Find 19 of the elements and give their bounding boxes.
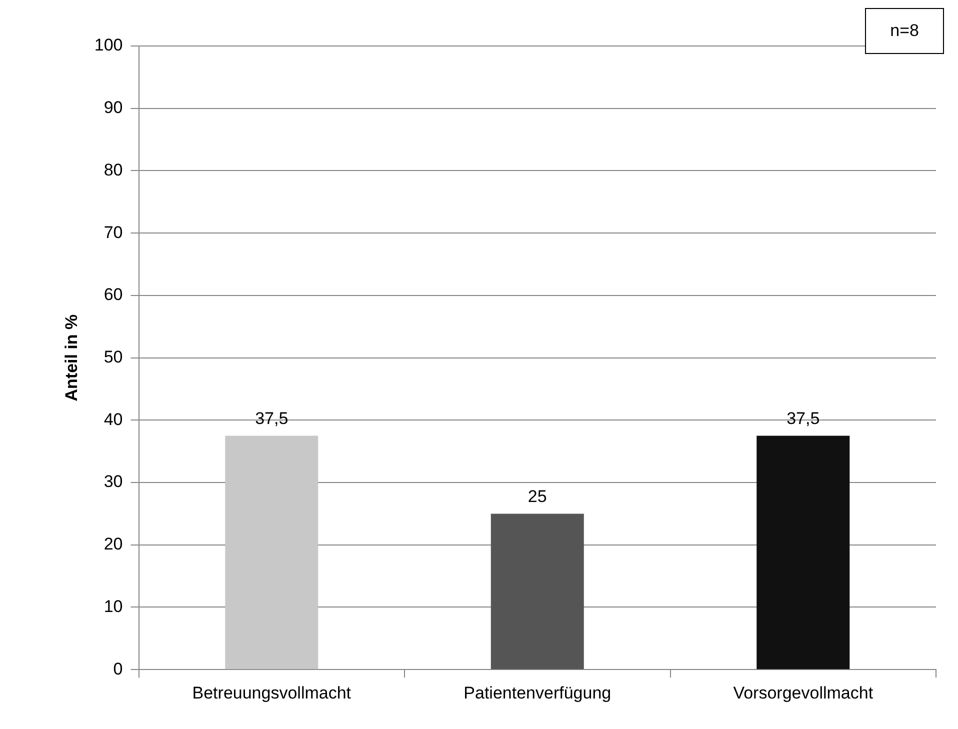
- data-label: 25: [528, 486, 547, 506]
- y-axis-title: Anteil in %: [62, 314, 81, 402]
- y-tick-label: 80: [104, 160, 123, 180]
- data-label: 37,5: [255, 408, 288, 428]
- y-tick-label: 30: [104, 472, 123, 492]
- data-label: 37,5: [786, 408, 820, 428]
- y-tick-label: 60: [104, 285, 123, 304]
- y-tick-label: 40: [104, 410, 123, 429]
- y-tick-label: 10: [104, 596, 123, 616]
- y-tick-label: 70: [104, 222, 123, 242]
- y-tick-label: 90: [104, 98, 123, 118]
- x-tick-label: Patientenverfügung: [464, 683, 612, 702]
- x-tick-label: Betreuungsvollmacht: [192, 683, 352, 702]
- y-tick-label: 50: [104, 347, 123, 366]
- y-tick-label: 100: [94, 36, 123, 55]
- y-tick-label: 20: [104, 534, 123, 554]
- text: n=8: [865, 8, 944, 54]
- y-tick-label: 0: [113, 659, 123, 678]
- x-tick-label: Vorsorgevollmacht: [733, 683, 874, 702]
